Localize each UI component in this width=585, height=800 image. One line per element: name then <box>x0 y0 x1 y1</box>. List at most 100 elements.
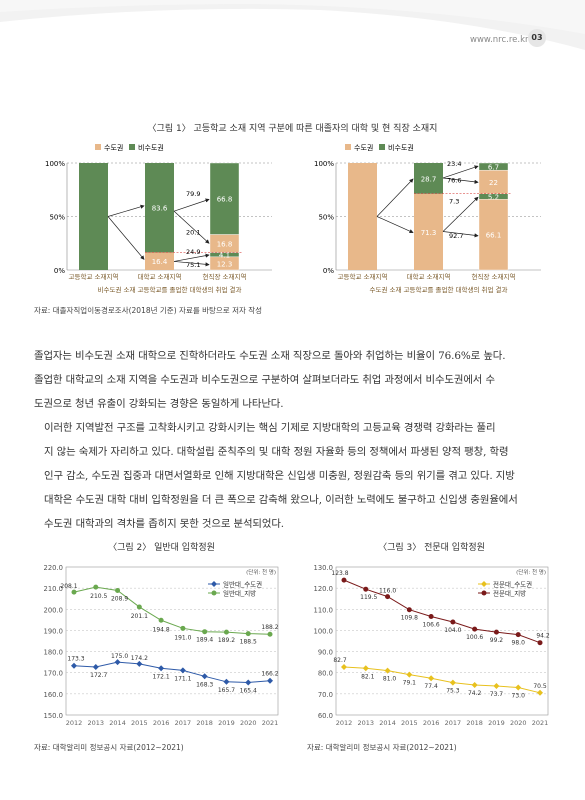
figure2-chart: 220.0 210.0 200.0 190.0 180.0 170.0 160.0 150.0… <box>44 564 279 727</box>
text-line: 졸업자는 비수도권 소재 대학으로 진학하더라도 수도권 소재 직장으로 돌아와… <box>34 350 506 362</box>
y-tick-label: 130.0 <box>314 564 333 572</box>
flow-arrow <box>107 204 145 217</box>
data-point <box>115 587 121 593</box>
text-line: 대학은 수도권 대학 대비 입학정원을 더 큰 폭으로 감축해 왔으나, 이러한… <box>44 494 518 506</box>
legend-swatch-noncapital <box>129 144 135 150</box>
y-tick-label: 150.0 <box>44 712 63 720</box>
figure1-chart: 수도권 비수도권 100% 50% 0% 12.34.1 16.8 66.8 83.6 16.4 고… <box>45 143 541 294</box>
data-point <box>406 671 413 678</box>
data-point <box>71 589 77 595</box>
legend-label-noncapital: 비수도권 <box>138 143 164 152</box>
data-label: 172.1 <box>153 673 170 680</box>
segment-label: 28.7 <box>421 175 437 183</box>
data-point <box>493 629 499 635</box>
legend-marker <box>211 590 217 596</box>
y-tick-label: 170.0 <box>44 670 63 678</box>
text-line: 이러한 지역발전 구조를 고착화시키고 강화시키는 핵심 기제로 지방대학의 고… <box>44 422 496 434</box>
flow-arrow <box>442 165 479 179</box>
data-label: 175.0 <box>111 653 128 660</box>
data-label: 188.5 <box>240 639 257 646</box>
bar-segment-capital <box>478 199 509 271</box>
y-tick-label: 0% <box>323 267 334 275</box>
data-point <box>428 675 435 682</box>
data-point <box>71 662 77 669</box>
data-point <box>136 660 143 667</box>
series-line <box>343 666 541 694</box>
data-label: 123.8 <box>331 570 348 577</box>
segment-label: 71.3 <box>421 229 437 237</box>
data-label: 171.1 <box>174 675 191 682</box>
legend-swatch-noncapital <box>379 144 385 150</box>
category-label: 현직장 소재지역 <box>203 272 247 281</box>
flow-label: 79.9 <box>186 190 200 198</box>
y-tick-label: 90.0 <box>318 649 333 657</box>
data-point <box>537 689 543 696</box>
legend-label: 일반대_수도권 <box>223 580 262 589</box>
category-label: 현직장 소재지역 <box>472 272 516 281</box>
figure2-title: 〈그림 2〉 일반대 입학정원 <box>108 543 215 553</box>
flow-arrow <box>173 261 210 267</box>
data-point <box>537 640 543 646</box>
flow-arrow <box>107 216 145 260</box>
unit-label: (단위: 천 명) <box>246 568 276 576</box>
x-tick-label: 2020 <box>240 719 257 727</box>
y-tick-label: 160.0 <box>44 691 63 699</box>
segment-label: 83.6 <box>152 205 168 213</box>
category-label: 대학교 소재지역 <box>138 272 182 281</box>
text-line: 수도권 대학과의 격차를 좁히지 못한 것으로 분석되었다. <box>44 518 284 530</box>
legend-label: 전문대_수도권 <box>493 580 532 589</box>
data-label: 191.0 <box>174 634 191 641</box>
legend-marker <box>211 581 217 587</box>
data-label: 194.8 <box>153 626 170 633</box>
data-point <box>449 679 456 686</box>
paragraph-2: 이러한 지역발전 구조를 고착화시키고 강화시키는 핵심 기제로 지방대학의 고… <box>34 416 554 536</box>
bar-segment-capital <box>414 193 443 270</box>
bar-segment-noncapital <box>478 162 509 171</box>
y-tick-label: 50% <box>318 214 334 222</box>
data-point <box>223 629 229 635</box>
category-label: 고등학교 소재지역 <box>69 272 119 281</box>
x-tick-label: 2013 <box>88 719 105 727</box>
bar-segment-noncapital <box>145 163 174 253</box>
data-point <box>201 673 208 680</box>
data-point <box>472 626 478 632</box>
legend-swatch-capital <box>95 144 101 150</box>
data-label: 109.8 <box>401 615 418 622</box>
y-tick-label: 180.0 <box>44 649 63 657</box>
figure3-title: 〈그림 3〉 전문대 입학정원 <box>378 543 485 553</box>
y-tick-label: 110.0 <box>314 606 333 614</box>
data-point <box>515 632 521 638</box>
text-line: 졸업한 대학교의 소재 지역을 수도권과 비수도권으로 구분하여 살펴보더라도 … <box>34 374 495 386</box>
x-tick-label: 2017 <box>175 719 192 727</box>
bar-segment-capital <box>348 163 377 270</box>
data-point <box>515 684 522 691</box>
flow-arrow <box>173 210 210 244</box>
y-tick-label: 100% <box>314 160 334 168</box>
flow-arrow <box>173 253 210 262</box>
data-label: 99.2 <box>490 637 504 644</box>
bar-segment-noncapital <box>209 162 240 235</box>
data-label: 119.5 <box>360 594 377 601</box>
series-line <box>73 661 271 683</box>
data-label: 77.4 <box>424 683 438 690</box>
x-tick-label: 2014 <box>379 719 396 727</box>
x-tick-label: 2019 <box>218 719 235 727</box>
x-tick-label: 2018 <box>466 719 483 727</box>
header-decoration <box>0 0 585 50</box>
bar-segment-noncapital <box>79 163 108 270</box>
data-label: 172.7 <box>90 672 107 679</box>
data-point <box>114 659 121 666</box>
flow-arrow <box>442 196 479 232</box>
data-label: 79.1 <box>403 680 417 687</box>
y-tick-label: 200.0 <box>44 606 63 614</box>
data-point <box>223 678 230 685</box>
panel-caption: 수도권 소재 고등학교를 졸업한 대학생의 취업 결과 <box>370 285 508 294</box>
data-label: 174.2 <box>131 655 148 662</box>
segment-label: 22 <box>489 179 498 187</box>
flow-label: 23.4 <box>447 160 461 168</box>
flow-arrow <box>376 178 414 217</box>
x-tick-label: 2015 <box>401 719 418 727</box>
data-label: 104.0 <box>444 627 461 634</box>
data-point <box>158 617 164 623</box>
figure2-source: 자료: 대학알리미 정보공시 자료(2012~2021) <box>34 743 184 752</box>
